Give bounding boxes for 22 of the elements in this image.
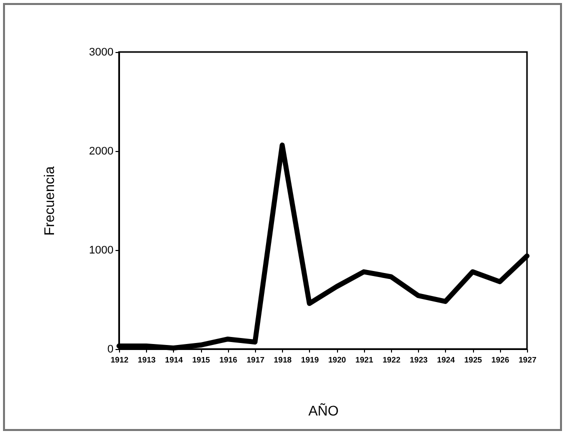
y-tick-label: 3000: [89, 46, 114, 58]
x-tick-label: 1925: [464, 356, 483, 364]
x-axis-title: AÑO: [308, 402, 339, 418]
x-tick-label: 1922: [382, 356, 401, 364]
y-tick-label: 1000: [89, 244, 114, 256]
y-tick-label: 2000: [89, 146, 114, 158]
x-tick-label: 1921: [355, 356, 374, 364]
x-tick-label: 1924: [437, 356, 456, 364]
x-tick-label: 1914: [165, 356, 184, 364]
x-tick-label: 1920: [328, 356, 347, 364]
x-tick-label: 1912: [110, 356, 129, 364]
x-tick-label: 1919: [301, 356, 320, 364]
y-axis-title: Frecuencia: [41, 166, 58, 236]
x-tick-label: 1917: [246, 356, 265, 364]
x-tick-label: 1915: [192, 356, 211, 364]
x-tick-label: 1913: [138, 356, 156, 364]
x-tick-label: 1923: [410, 356, 428, 364]
y-tick-label: 0: [107, 344, 114, 356]
x-tick-label: 1918: [274, 356, 292, 364]
x-tick-label: 1926: [491, 356, 510, 364]
x-tick-label: 1927: [518, 356, 537, 364]
x-tick-label: 1916: [219, 356, 238, 364]
